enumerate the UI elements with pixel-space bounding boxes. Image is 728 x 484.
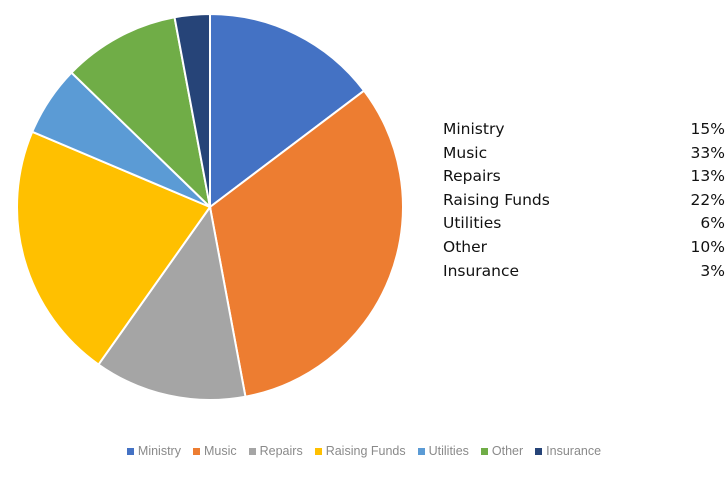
legend-item: Utilities: [417, 444, 469, 458]
row-pct: 15%: [690, 120, 725, 138]
legend-swatch: [314, 447, 322, 455]
legend-swatch: [535, 447, 543, 455]
legend-swatch: [480, 447, 488, 455]
legend-label: Insurance: [546, 444, 602, 458]
row-label: Repairs: [443, 167, 501, 186]
row-pct: 10%: [690, 237, 725, 256]
row-pct: 6%: [700, 214, 725, 233]
table-row: Utilities 6%: [443, 212, 725, 236]
legend-label: Repairs: [259, 444, 303, 458]
legend-swatch: [192, 447, 200, 455]
legend-item: Raising Funds: [314, 444, 406, 458]
legend-label: Other: [491, 444, 524, 458]
legend-item: Insurance: [535, 444, 601, 458]
row-pct: 33%: [690, 143, 725, 162]
table-row: Repairs 13%: [443, 165, 725, 189]
legend-swatch: [248, 447, 256, 455]
pie-slice-insurance: [173, 12, 211, 208]
row-pct: 13%: [690, 167, 725, 186]
legend-item: Other: [480, 444, 524, 458]
pie-slice-ministry: [209, 12, 366, 210]
legend-item: Ministry: [126, 444, 181, 458]
chart-legend: Ministry Music Repairs Raising Funds Uti…: [0, 441, 728, 461]
pie-slice-raising-funds: [16, 130, 212, 366]
legend-swatch: [126, 447, 134, 455]
legend-swatch: [417, 447, 425, 455]
row-label: Insurance: [443, 261, 520, 280]
table-row: Raising Funds 22%: [443, 189, 725, 213]
legend-item: Repairs: [248, 444, 303, 458]
pie-slice-other: [70, 16, 212, 210]
row-label: Utilities: [443, 214, 502, 233]
legend-label: Music: [203, 444, 237, 458]
table-row: Insurance 3%: [443, 260, 725, 284]
pie-slice-repairs: [97, 204, 247, 401]
pie-chart: [16, 12, 404, 401]
row-label: Ministry: [443, 120, 505, 138]
table-row: Ministry 15%: [443, 118, 725, 142]
row-pct: 22%: [690, 190, 725, 209]
pie-slice-music: [208, 89, 404, 398]
legend-label: Utilities: [428, 444, 469, 458]
row-label: Raising Funds: [443, 190, 550, 209]
legend-item: Music: [192, 444, 237, 458]
table-row: Music 33%: [443, 142, 725, 166]
legend-label: Ministry: [137, 444, 181, 458]
row-pct: 3%: [700, 261, 725, 280]
table-row: Other 10%: [443, 236, 725, 260]
legend-label: Raising Funds: [325, 444, 406, 458]
percentage-table: Ministry 15% Music 33% Repairs 13% Raising …: [443, 118, 725, 283]
row-label: Other: [443, 237, 488, 256]
row-label: Music: [443, 143, 488, 162]
